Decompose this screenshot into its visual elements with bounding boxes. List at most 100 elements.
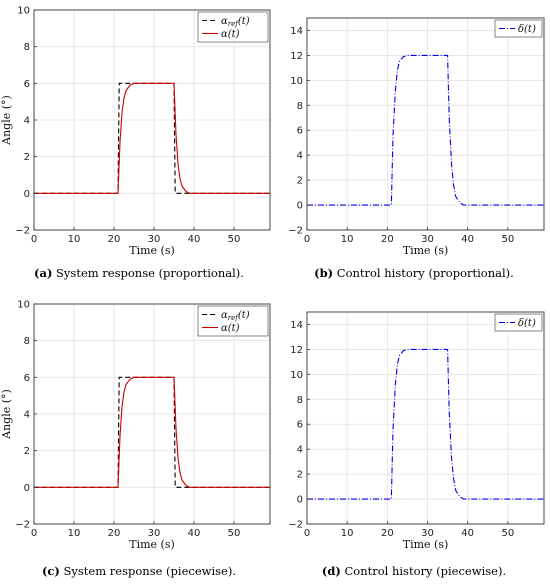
chart-a-xtick-label: 0 <box>31 234 37 245</box>
chart-d-ytick-label: 4 <box>297 445 303 456</box>
chart-d-legend: δ(t) <box>494 313 543 332</box>
chart-c-xtick-label: 20 <box>108 528 121 539</box>
chart-b-ytick-label: −2 <box>288 226 303 237</box>
chart-c-ytick-label: 10 <box>17 300 30 311</box>
chart-d-xtick-label: 50 <box>501 528 514 539</box>
chart-d-legend-label-0: δ(t) <box>518 318 536 329</box>
chart-b-xtick-label: 50 <box>501 234 514 245</box>
chart-c-xtick-label: 0 <box>31 528 37 539</box>
chart-b-xtick-label: 20 <box>381 234 394 245</box>
chart-a-xtick-label: 20 <box>108 234 121 245</box>
chart-a-legend-box <box>197 11 269 43</box>
chart-b-xtick-label: 0 <box>304 234 310 245</box>
chart-d-xtick-label: 20 <box>381 528 394 539</box>
chart-a-ytick-label: −2 <box>15 226 30 237</box>
chart-c-legend-label-1: α(t) <box>221 323 240 334</box>
chart-c-xlabel: Time (s) <box>129 538 175 551</box>
chart-d-ytick-label: 2 <box>297 470 303 481</box>
chart-a-ylabel: Angle (°) <box>0 95 13 146</box>
caption-a: (a) System response (proportional). <box>0 266 278 280</box>
chart-d-ytick-label: 6 <box>297 420 303 431</box>
chart-a-xtick-label: 10 <box>68 234 81 245</box>
caption-b-letter: (b) <box>314 266 334 280</box>
chart-b-legend-box <box>494 19 543 38</box>
chart-c-xtick-label: 40 <box>188 528 201 539</box>
chart-c-ytick-label: 2 <box>24 446 30 457</box>
caption-b: (b) Control history (proportional). <box>278 266 550 280</box>
chart-d-xtick-label: 10 <box>341 528 354 539</box>
chart-c-ylabel: Angle (°) <box>0 389 13 440</box>
chart-b-xtick-label: 10 <box>341 234 354 245</box>
chart-b-ytick-label: 4 <box>297 151 303 162</box>
chart-b-ytick-label: 6 <box>297 126 303 137</box>
chart-c-ytick-label: 8 <box>24 336 30 347</box>
chart-d-ytick-label: 10 <box>290 370 303 381</box>
caption-d-letter: (d) <box>321 564 341 578</box>
chart-c-ytick-label: 6 <box>24 373 30 384</box>
chart-b-ytick-label: 12 <box>290 51 303 62</box>
chart-a-legend-label-1: α(t) <box>221 29 240 40</box>
chart-b-axes-frame <box>306 17 545 231</box>
chart-a-xtick-label: 30 <box>148 234 161 245</box>
chart-d-plot-area <box>307 312 544 524</box>
chart-b-ytick-label: 10 <box>290 76 303 87</box>
chart-b-series-0-line <box>307 54 544 206</box>
chart-d-ytick-label: 8 <box>297 395 303 406</box>
caption-c: (c) System response (piecewise). <box>0 564 278 578</box>
chart-d-xtick-label: 40 <box>461 528 474 539</box>
caption-a-letter: (a) <box>34 266 53 280</box>
caption-c-letter: (c) <box>41 564 60 578</box>
chart-c-xtick-label: 30 <box>148 528 161 539</box>
chart-d-axes-frame <box>306 311 545 525</box>
chart-b-xlabel: Time (s) <box>403 244 449 257</box>
chart-b-xtick-label: 40 <box>461 234 474 245</box>
chart-a-ytick-label: 10 <box>17 6 30 17</box>
chart-a-ytick-label: 4 <box>24 116 30 127</box>
chart-a-xtick-label: 40 <box>188 234 201 245</box>
caption-d-text: Control history (piecewise). <box>340 564 507 578</box>
chart-c-ytick-label: −2 <box>15 520 30 531</box>
chart-a-ytick-label: 2 <box>24 152 30 163</box>
chart-d-series-0-line <box>307 348 544 500</box>
chart-c-ytick-label: 0 <box>24 483 30 494</box>
chart-d-xtick-label: 30 <box>421 528 434 539</box>
chart-d-ytick-label: −2 <box>288 520 303 531</box>
chart-c-ytick-label: 4 <box>24 410 30 421</box>
chart-a-xlabel: Time (s) <box>129 244 175 257</box>
chart-a-series-1-line <box>34 82 270 194</box>
chart-d-ytick-label: 12 <box>290 345 303 356</box>
chart-b-ytick-label: 0 <box>297 201 303 212</box>
chart-c-xtick-label: 10 <box>68 528 81 539</box>
chart-a-ytick-label: 0 <box>24 189 30 200</box>
chart-c-series-1-line <box>34 376 270 488</box>
chart-b-ytick-label: 8 <box>297 101 303 112</box>
caption-d: (d) Control history (piecewise). <box>278 564 550 578</box>
chart-a-legend: αref(t)α(t) <box>197 11 269 43</box>
chart-b-legend: δ(t) <box>494 19 543 38</box>
chart-b-ytick-label: 2 <box>297 176 303 187</box>
chart-a-xtick-label: 50 <box>228 234 241 245</box>
caption-a-text: System response (proportional). <box>52 266 244 280</box>
chart-b-xtick-label: 30 <box>421 234 434 245</box>
chart-c-legend-box <box>197 305 269 337</box>
chart-c-legend-label-0: αref(t) <box>221 310 250 322</box>
caption-b-text: Control history (proportional). <box>333 266 514 280</box>
chart-d-xtick-label: 0 <box>304 528 310 539</box>
chart-c-xtick-label: 50 <box>228 528 241 539</box>
chart-a-ytick-label: 8 <box>24 42 30 53</box>
chart-b-plot-area <box>307 18 544 230</box>
caption-c-text: System response (piecewise). <box>59 564 237 578</box>
chart-d-legend-box <box>494 313 543 332</box>
chart-a-ytick-label: 6 <box>24 79 30 90</box>
chart-c-legend: αref(t)α(t) <box>197 305 269 337</box>
chart-b-legend-label-0: δ(t) <box>518 24 536 35</box>
chart-d-ytick-label: 0 <box>297 495 303 506</box>
chart-d-xlabel: Time (s) <box>403 538 449 551</box>
chart-b-ytick-label: 14 <box>290 26 303 37</box>
chart-d-ytick-label: 14 <box>290 320 303 331</box>
chart-a-legend-label-0: αref(t) <box>221 16 250 28</box>
